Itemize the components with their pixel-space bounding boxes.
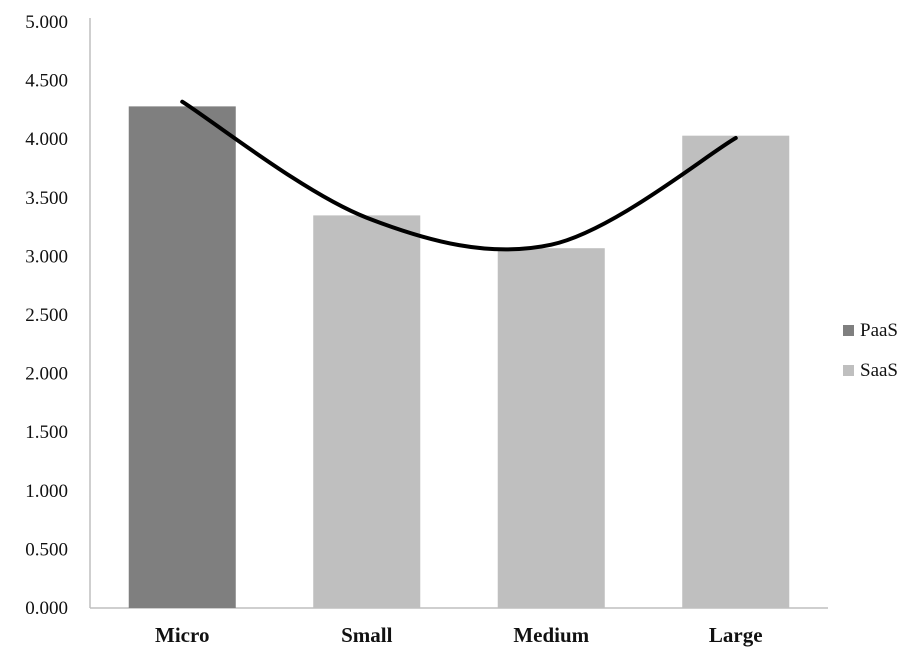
y-axis-ticks: 0.000 0.500 1.000 1.500 2.000 2.500 3.000 3.500… [25, 12, 68, 619]
y-tick-label: 1.000 [25, 481, 68, 502]
y-tick-label: 0.000 [25, 598, 68, 619]
y-tick-label: 2.500 [25, 305, 68, 326]
x-tick-label: Large [709, 623, 763, 647]
bars [128, 106, 790, 609]
legend-swatch-paas [843, 325, 854, 336]
legend: PaaS SaaS [843, 320, 898, 381]
y-tick-label: 3.500 [25, 188, 68, 209]
bar-paas-micro [128, 106, 236, 608]
legend-swatch-saas [843, 365, 854, 376]
y-tick-label: 4.000 [25, 129, 68, 150]
y-tick-label: 1.500 [25, 422, 68, 443]
x-tick-label: Small [341, 623, 393, 647]
x-tick-label: Medium [513, 623, 589, 647]
legend-label-saas: SaaS [860, 360, 898, 381]
y-tick-label: 3.000 [25, 246, 68, 267]
legend-label-paas: PaaS [860, 320, 898, 341]
bar-saas-medium [497, 248, 605, 609]
x-axis-labels: Micro Small Medium Large [155, 623, 763, 647]
y-tick-label: 4.500 [25, 71, 68, 92]
y-tick-label: 0.500 [25, 539, 68, 560]
trendline [180, 99, 738, 252]
y-tick-label: 2.000 [25, 364, 68, 385]
bar-saas-small [313, 215, 421, 608]
y-tick-label: 5.000 [25, 12, 68, 33]
x-tick-label: Micro [155, 623, 209, 647]
bar-saas-large [682, 135, 790, 608]
